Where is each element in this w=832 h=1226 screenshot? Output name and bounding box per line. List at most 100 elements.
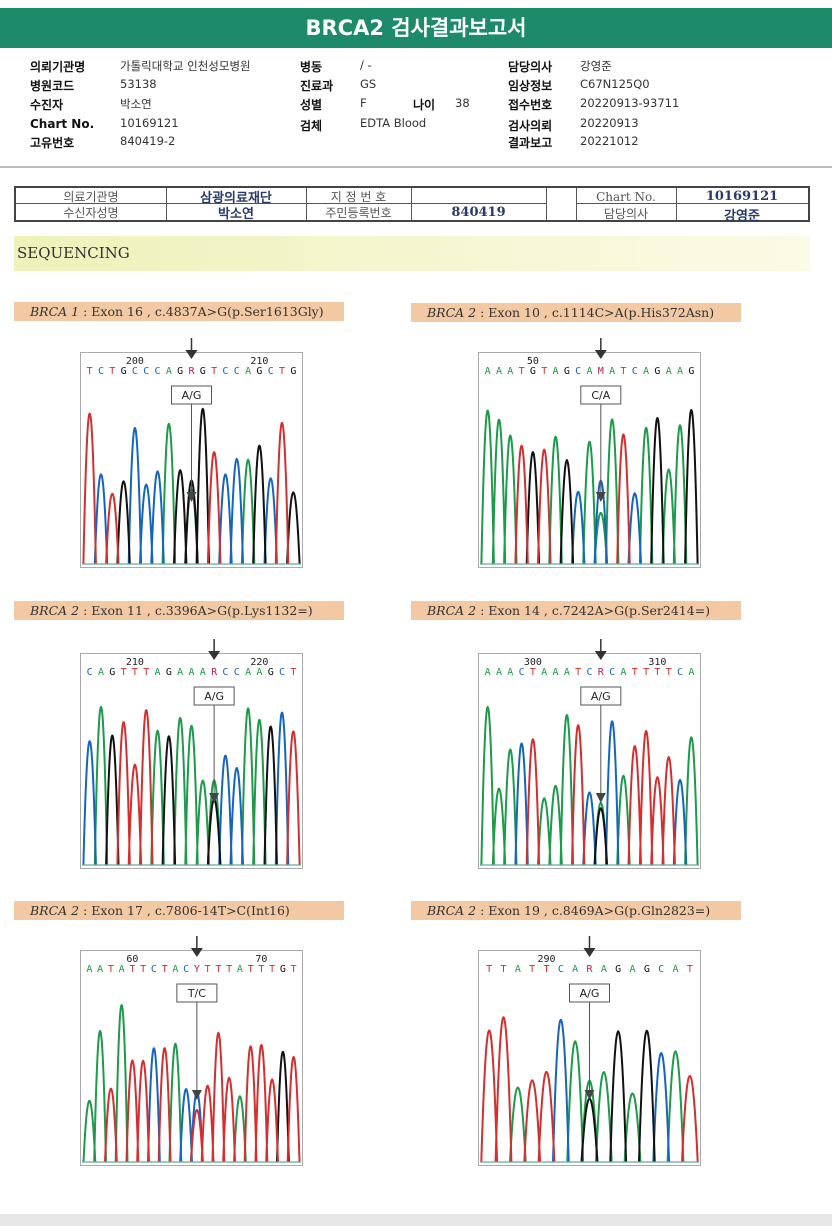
info-label: 임상정보 — [508, 79, 553, 93]
variant-detail: : Exon 19 , c.8469A>G(p.Gln2823=) — [476, 903, 711, 918]
base-call: A — [245, 667, 251, 678]
chromatogram: 50A A A T G T A G C A M A T C A G A A GC/A — [478, 338, 701, 568]
arrow-head — [594, 350, 607, 359]
base-call: T — [575, 667, 581, 678]
base-call: T — [143, 667, 149, 678]
base-call: C — [151, 964, 157, 975]
base-call: A — [643, 366, 649, 377]
info-value: EDTA Blood — [360, 116, 427, 130]
trace-peak — [480, 1016, 699, 1163]
base-call: T — [129, 964, 135, 975]
base-call: T — [643, 667, 649, 678]
trace-peak — [514, 720, 688, 866]
base-call: A — [485, 667, 491, 678]
base-call: R — [586, 964, 593, 975]
position-label: 300 — [524, 657, 542, 668]
base-call: T — [486, 964, 492, 975]
base-call: C — [155, 366, 161, 377]
position-label: 220 — [250, 657, 268, 668]
base-call: A — [245, 366, 251, 377]
trace-peak — [276, 1050, 290, 1163]
info-label: 검체 — [300, 119, 323, 133]
base-call: T — [108, 964, 114, 975]
base-call: T — [87, 366, 93, 377]
variant-label: BRCA 1 : Exon 16 , c.4837A>G(p.Ser1613Gl… — [14, 302, 344, 321]
info-value: 박소연 — [120, 97, 152, 111]
trace-peak — [82, 412, 290, 565]
base-call: G — [530, 366, 536, 377]
base-call: C — [98, 366, 104, 377]
base-call: G — [644, 964, 650, 975]
value-doctor: 강영준 — [724, 209, 760, 224]
base-call: T — [654, 667, 660, 678]
base-call: A — [496, 366, 502, 377]
base-call: A — [256, 667, 262, 678]
info-label: 병동 — [300, 60, 323, 74]
base-call: A — [564, 667, 570, 678]
label-designation: 지 정 번 호 — [330, 190, 387, 204]
base-call: T — [687, 964, 693, 975]
table-line — [546, 188, 547, 220]
info-value: 840419-2 — [120, 134, 176, 148]
base-call: A — [553, 366, 559, 377]
pointer-head — [186, 492, 197, 502]
base-call: G — [280, 964, 286, 975]
base-call: C — [575, 366, 581, 377]
base-call: A — [200, 667, 206, 678]
info-value: 강영준 — [580, 59, 612, 73]
gene-name: BRCA 2 — [427, 603, 477, 618]
base-call: C — [132, 366, 138, 377]
report-title: BRCA2 검사결과보고서 — [0, 8, 832, 48]
variant-detail: : Exon 17 , c.7806-14T>C(Int16) — [79, 903, 290, 918]
base-call: A — [572, 964, 578, 975]
base-call: A — [97, 964, 103, 975]
trace-frame — [80, 653, 303, 869]
position-label: 200 — [126, 356, 144, 367]
info-label: 검사의뢰 — [508, 119, 553, 133]
base-call: C — [234, 667, 240, 678]
arrow-head — [594, 651, 607, 660]
trace-peak — [525, 409, 699, 565]
label-rrn: 주민등록번호 — [325, 206, 392, 220]
trace-peak — [82, 711, 290, 866]
base-call: G — [256, 366, 262, 377]
base-call: A — [188, 667, 194, 678]
base-call: T — [279, 366, 285, 377]
variant-detail: : Exon 11 , c.3396A>G(p.Lys1132=) — [79, 603, 313, 618]
pointer-head — [191, 1090, 202, 1100]
base-call: A — [485, 366, 491, 377]
info-label: 의뢰기관명 — [30, 60, 86, 74]
divider — [0, 166, 832, 168]
genotype-call: A/G — [204, 690, 224, 703]
base-call: T — [620, 366, 626, 377]
base-call: T — [109, 366, 115, 377]
info-value: C67N125Q0 — [580, 77, 650, 91]
base-call: R — [211, 667, 218, 678]
chromatogram: 60 70A A T A T T C T A C Y T T T A T T T G TT/C — [80, 936, 303, 1166]
base-call: R — [598, 667, 605, 678]
base-call: A — [86, 964, 92, 975]
base-call: A — [601, 964, 607, 975]
base-call: T — [530, 667, 536, 678]
trace-peak — [514, 433, 631, 565]
info-label: 진료과 — [300, 79, 334, 93]
base-call: A — [629, 964, 635, 975]
base-call: C — [222, 667, 228, 678]
base-call: A — [586, 366, 592, 377]
value-org: 삼광의료재단 — [200, 191, 272, 206]
base-call: C — [558, 964, 564, 975]
position-label: 50 — [527, 356, 539, 367]
value-rrn: 840419 — [451, 205, 506, 220]
trace-peak — [480, 409, 688, 565]
base-call: G — [268, 667, 274, 678]
genotype-call: A/G — [182, 389, 202, 402]
base-call: C — [658, 964, 664, 975]
trace-peak — [82, 1004, 247, 1163]
base-call: A — [166, 366, 172, 377]
base-call: T — [132, 667, 138, 678]
trace-peak — [552, 1018, 671, 1163]
variant-label: BRCA 2 : Exon 19 , c.8469A>G(p.Gln2823=) — [411, 901, 741, 920]
genotype-call: A/G — [580, 987, 600, 1000]
pointer-head — [595, 492, 606, 502]
